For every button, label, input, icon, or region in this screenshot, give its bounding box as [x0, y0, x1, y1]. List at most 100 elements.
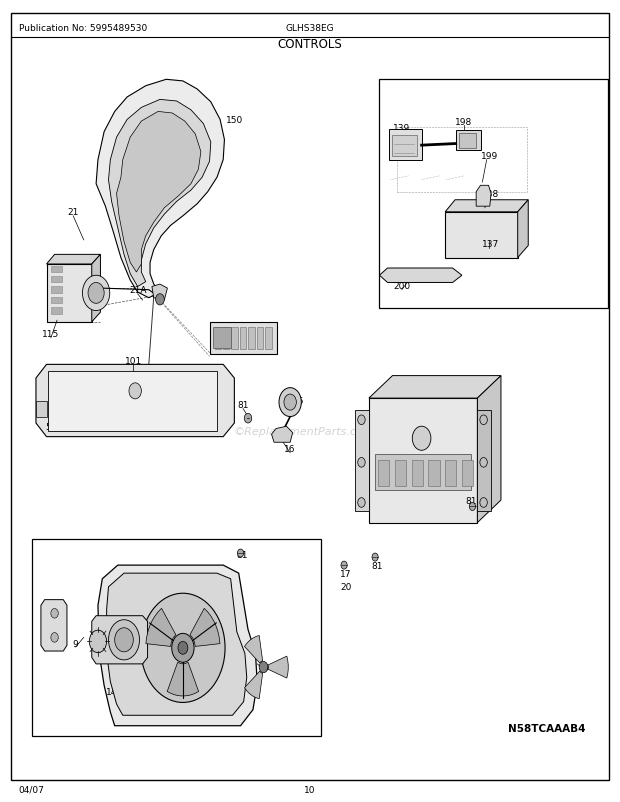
Text: 81: 81: [466, 496, 477, 506]
Circle shape: [172, 634, 194, 662]
Text: 101: 101: [125, 356, 142, 366]
Text: 13: 13: [136, 601, 147, 610]
Bar: [392, 136, 417, 156]
Polygon shape: [98, 565, 257, 726]
Circle shape: [141, 593, 225, 703]
Text: 138: 138: [482, 189, 500, 199]
Text: N58TCAAAB4: N58TCAAAB4: [508, 723, 586, 733]
Text: 23: 23: [261, 342, 272, 351]
Text: 10: 10: [304, 784, 316, 794]
Circle shape: [279, 388, 301, 417]
Circle shape: [156, 294, 164, 306]
Polygon shape: [272, 427, 293, 443]
Circle shape: [115, 628, 133, 652]
Circle shape: [88, 283, 104, 304]
Bar: [213, 328, 231, 348]
Circle shape: [341, 561, 347, 569]
Bar: [445, 460, 456, 487]
Polygon shape: [96, 80, 224, 298]
Text: 151: 151: [122, 228, 139, 237]
Polygon shape: [445, 213, 518, 258]
Text: 14: 14: [45, 622, 56, 632]
Text: 137: 137: [482, 240, 500, 249]
Polygon shape: [379, 269, 462, 283]
Polygon shape: [190, 609, 220, 646]
Bar: [51, 266, 62, 273]
Text: GLHS38EG: GLHS38EG: [286, 23, 334, 33]
Circle shape: [82, 276, 110, 311]
Bar: [257, 327, 263, 350]
Circle shape: [108, 620, 140, 660]
Polygon shape: [477, 411, 491, 511]
Circle shape: [358, 415, 365, 425]
Bar: [240, 327, 246, 350]
Polygon shape: [518, 200, 528, 258]
Text: 9: 9: [73, 638, 79, 648]
Polygon shape: [92, 255, 100, 322]
Text: 16: 16: [285, 444, 296, 454]
Circle shape: [89, 630, 107, 653]
Circle shape: [284, 395, 296, 411]
Circle shape: [469, 503, 476, 511]
Polygon shape: [244, 636, 263, 663]
Text: 81: 81: [236, 550, 247, 560]
Bar: [51, 287, 62, 294]
Circle shape: [244, 414, 252, 423]
Text: 21: 21: [68, 208, 79, 217]
Text: CONTROLS: CONTROLS: [278, 38, 342, 51]
Bar: [265, 327, 272, 350]
Bar: [36, 401, 47, 417]
Bar: [210, 322, 277, 354]
Circle shape: [412, 427, 431, 451]
Polygon shape: [117, 112, 201, 273]
Bar: [379, 80, 608, 309]
Circle shape: [358, 498, 365, 508]
Text: 5: 5: [262, 662, 268, 672]
Polygon shape: [268, 656, 288, 678]
Polygon shape: [41, 600, 67, 651]
Bar: [249, 327, 255, 350]
Bar: [456, 131, 480, 151]
Text: 199: 199: [481, 152, 498, 161]
Polygon shape: [152, 285, 167, 301]
Bar: [48, 371, 217, 431]
Bar: [412, 460, 423, 487]
Text: 81: 81: [371, 561, 383, 570]
Text: 20: 20: [340, 582, 352, 592]
Text: ©ReplacementParts.com: ©ReplacementParts.com: [234, 427, 374, 436]
Bar: [462, 460, 473, 487]
Text: 198: 198: [455, 117, 472, 127]
Bar: [428, 460, 440, 487]
Polygon shape: [355, 411, 369, 511]
Circle shape: [129, 383, 141, 399]
Circle shape: [358, 458, 365, 468]
Bar: [223, 327, 229, 350]
Polygon shape: [244, 671, 263, 699]
Bar: [375, 455, 471, 491]
Polygon shape: [92, 616, 148, 664]
Bar: [378, 460, 389, 487]
Polygon shape: [46, 255, 100, 265]
Text: 15: 15: [293, 396, 304, 406]
Polygon shape: [369, 376, 501, 399]
Text: 21A: 21A: [129, 286, 146, 295]
Polygon shape: [445, 200, 528, 213]
Text: 04/07: 04/07: [19, 784, 45, 794]
Polygon shape: [167, 662, 198, 696]
Bar: [459, 134, 476, 148]
Circle shape: [178, 642, 188, 654]
Text: 139: 139: [393, 124, 410, 133]
Polygon shape: [108, 100, 211, 287]
Text: 81: 81: [237, 400, 249, 410]
Text: 149: 149: [106, 687, 123, 696]
Text: Publication No: 5995489530: Publication No: 5995489530: [19, 23, 147, 33]
Polygon shape: [476, 186, 491, 207]
Text: 150: 150: [226, 115, 243, 125]
Text: 115: 115: [42, 330, 60, 339]
Circle shape: [372, 553, 378, 561]
Polygon shape: [477, 376, 501, 523]
Bar: [231, 327, 237, 350]
Circle shape: [259, 662, 268, 673]
Polygon shape: [36, 365, 234, 437]
Circle shape: [480, 415, 487, 425]
